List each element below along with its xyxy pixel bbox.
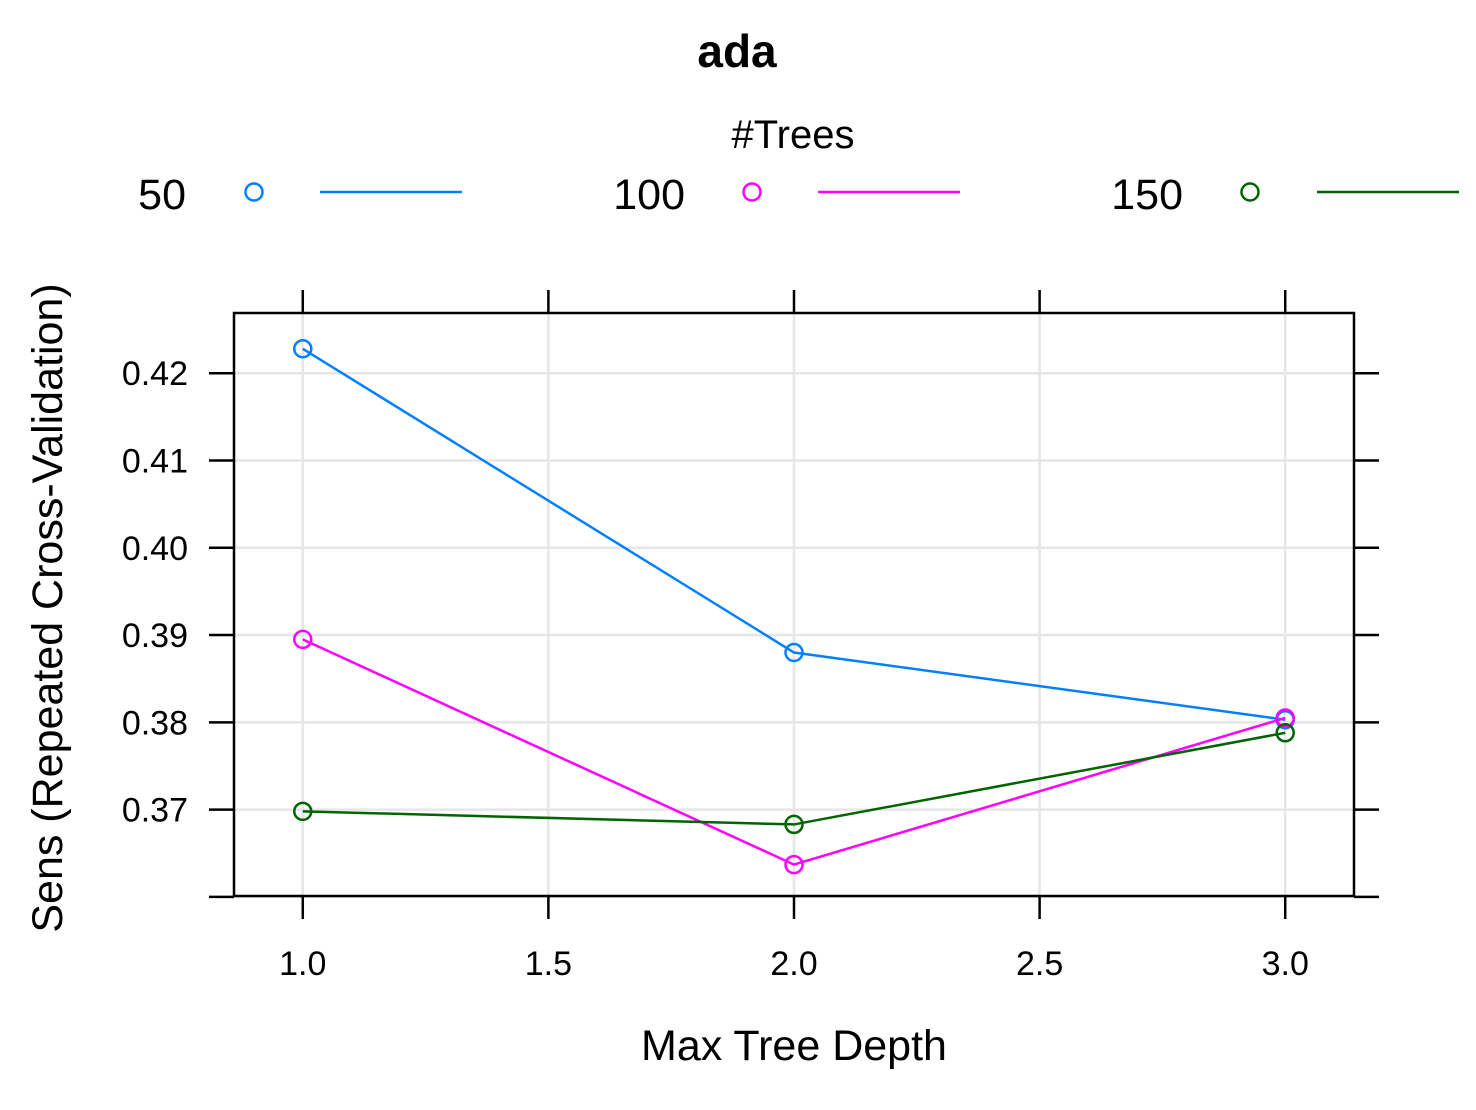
series-point-150 xyxy=(1275,723,1295,743)
x-tick-label: 2.0 xyxy=(770,945,817,983)
series-point-100 xyxy=(784,854,804,875)
series-line-100 xyxy=(302,638,1286,866)
legend-point-50 xyxy=(244,182,264,202)
series-point-150 xyxy=(784,814,804,835)
legend-label-100: 100 xyxy=(613,171,685,219)
x-tick-label: 1.0 xyxy=(279,945,326,983)
chart-title: ada xyxy=(697,25,777,77)
y-axis-label: Sens (Repeated Cross-Validation) xyxy=(24,283,72,932)
legend-label-50: 50 xyxy=(138,171,186,219)
y-tick-label: 0.41 xyxy=(122,442,188,480)
series-point-100 xyxy=(1275,708,1295,728)
grid xyxy=(234,313,1354,899)
series-line-50 xyxy=(302,347,1286,721)
legend-title: #Trees xyxy=(731,113,854,157)
x-tick-label: 1.5 xyxy=(525,945,572,983)
x-tick-label: 3.0 xyxy=(1262,945,1309,983)
y-tick-label: 0.38 xyxy=(122,704,188,742)
y-tick-label: 0.42 xyxy=(122,355,188,393)
legend-point-150 xyxy=(1240,182,1260,202)
y-tick-label: 0.40 xyxy=(122,530,188,568)
series-point-150 xyxy=(293,801,313,822)
legend-point-100 xyxy=(742,182,762,202)
legend-label-150: 150 xyxy=(1111,171,1183,219)
series-point-50 xyxy=(784,642,804,663)
y-tick-label: 0.37 xyxy=(122,792,188,830)
series-line-150 xyxy=(302,731,1286,826)
y-tick-label: 0.39 xyxy=(122,617,188,655)
series-point-100 xyxy=(293,629,313,650)
axes: 1.0 1.5 2.0 2.5 3.0 0.37 0.38 0.39 0.40 0.41 0.42 xyxy=(122,290,1379,983)
legend: 50 100 150 xyxy=(138,171,1459,219)
x-tick-label: 2.5 xyxy=(1016,945,1063,983)
x-axis-label: Max Tree Depth xyxy=(641,1022,947,1070)
series-point-50 xyxy=(293,339,313,359)
series-layer xyxy=(293,339,1295,875)
